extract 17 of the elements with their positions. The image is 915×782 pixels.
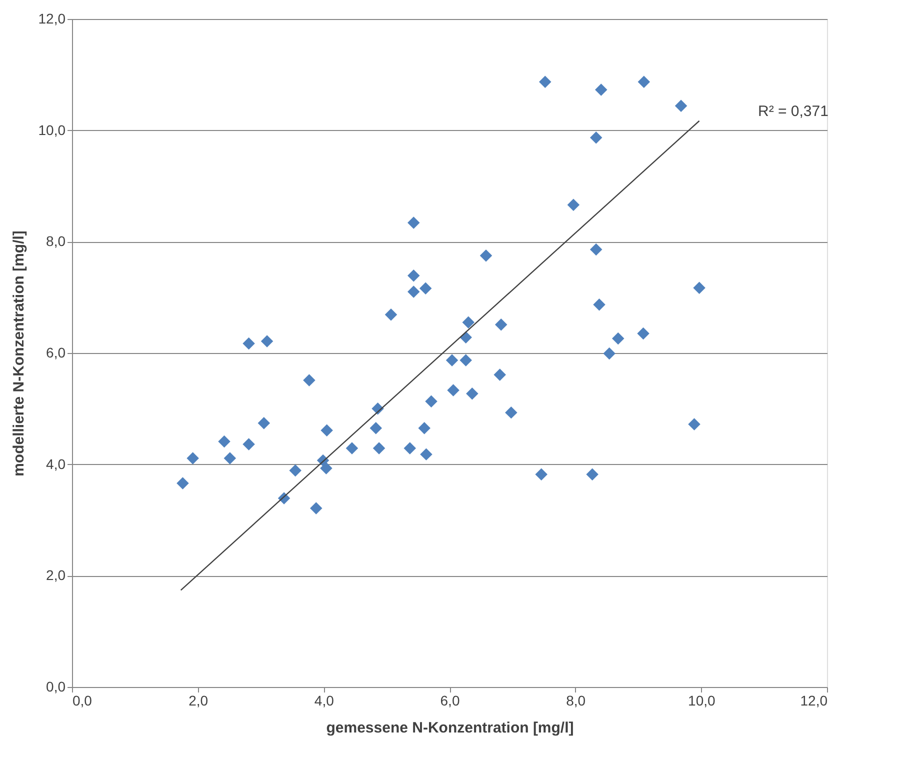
y-tick-label: 10,0 (38, 122, 66, 138)
x-tick-label: 4,0 (314, 692, 334, 708)
y-tick-label: 6,0 (46, 344, 66, 360)
y-axis-title: modellierte N-Konzentration [mg/l] (10, 230, 28, 476)
x-tick-label: 0,0 (72, 692, 92, 708)
annotation: R² = 0,371 (758, 103, 828, 120)
x-tick-label: 2,0 (188, 692, 208, 708)
x-tick-label: 10,0 (688, 692, 716, 708)
x-axis-title: gemessene N-Konzentration [mg/l] (326, 720, 574, 736)
y-tick-label: 8,0 (46, 233, 66, 250)
y-tick-label: 2,0 (46, 567, 66, 584)
y-tick-label: 12,0 (38, 10, 66, 26)
x-tick-label: 8,0 (566, 692, 586, 708)
x-tick-label: 6,0 (440, 692, 460, 708)
x-tick-label: 12,0 (800, 692, 828, 708)
y-tick-label: 0,0 (46, 678, 66, 694)
y-tick-label: 4,0 (46, 456, 66, 472)
